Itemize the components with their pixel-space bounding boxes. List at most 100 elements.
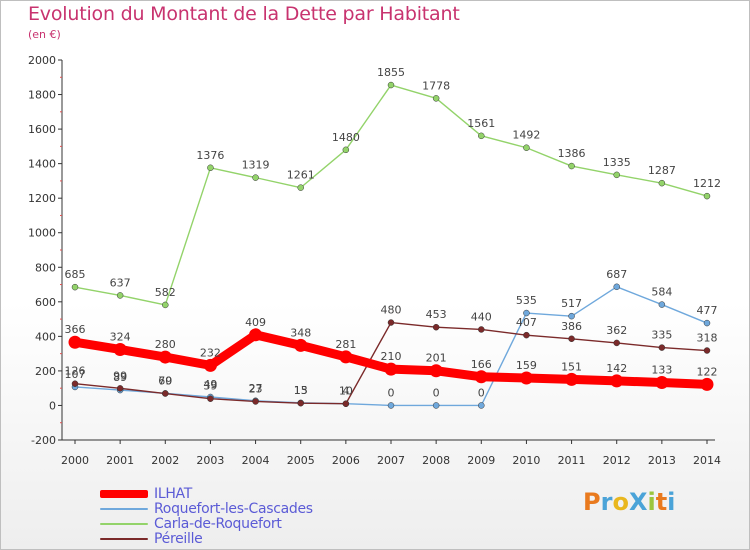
data-point-ilhat — [339, 350, 353, 364]
y-tick-label: -200 — [31, 434, 56, 447]
data-point-roquefort-les-cascades — [523, 309, 530, 317]
data-point-ilhat — [474, 370, 488, 384]
data-point-ilhat — [158, 350, 172, 364]
data-label-carla-de-roquefort: 1386 — [558, 147, 586, 160]
data-point-carla-de-roquefort — [387, 81, 395, 89]
data-point-roquefort-les-cascades — [703, 319, 711, 327]
data-point-roquefort-les-cascades — [387, 402, 395, 409]
data-point-roquefort-les-cascades — [478, 402, 485, 409]
data-labels: 685 637 582 1376 1319 1261 1480 1855 1778 1561 149… — [65, 66, 722, 399]
data-label-p-reille: 99 — [113, 369, 127, 382]
data-label-carla-de-roquefort: 1212 — [693, 177, 721, 190]
data-point-carla-de-roquefort — [432, 95, 440, 102]
data-label-p-reille: 335 — [651, 329, 672, 342]
logo-letter: i — [667, 488, 676, 516]
data-label-p-reille: 318 — [697, 332, 718, 345]
data-label-ilhat: 210 — [381, 350, 402, 363]
x-tick-label: 2009 — [467, 454, 495, 467]
logo-letter: o — [612, 488, 629, 516]
legend-swatch — [100, 508, 148, 510]
x-tick-label: 2007 — [377, 454, 405, 467]
x-tick-label: 2003 — [196, 454, 224, 467]
legend-label: ILHAT — [154, 486, 192, 502]
legend-swatch — [100, 538, 148, 540]
y-tick-label: 200 — [35, 365, 56, 378]
y-tick-label: 600 — [35, 296, 56, 309]
data-label-ilhat: 159 — [516, 359, 537, 372]
x-tick-label: 2012 — [603, 454, 631, 467]
data-label-p-reille: 453 — [426, 308, 447, 321]
data-label-roquefort-les-cascades: 0 — [388, 386, 395, 399]
data-label-carla-de-roquefort: 1319 — [242, 159, 270, 172]
y-tick-label: 2000 — [28, 54, 56, 67]
data-label-ilhat: 366 — [65, 323, 86, 336]
data-label-ilhat: 232 — [200, 346, 221, 359]
data-label-p-reille: 13 — [294, 384, 308, 397]
x-tick-label: 2002 — [151, 454, 179, 467]
data-point-carla-de-roquefort — [703, 192, 711, 200]
chart-title: Evolution du Montant de la Dette par Hab… — [28, 3, 460, 25]
data-point-carla-de-roquefort — [478, 132, 485, 140]
data-point-p-reille — [252, 398, 259, 405]
x-tick-label: 2000 — [61, 454, 89, 467]
data-label-roquefort-les-cascades: 70 — [158, 374, 172, 387]
data-label-ilhat: 409 — [245, 316, 266, 329]
data-label-roquefort-les-cascades: 477 — [697, 304, 718, 317]
data-point-ilhat — [294, 338, 308, 352]
data-point-ilhat — [700, 377, 714, 391]
data-label-ilhat: 280 — [155, 338, 176, 351]
y-tick-label: 1600 — [28, 123, 56, 136]
data-label-carla-de-roquefort: 1561 — [467, 117, 495, 130]
data-label-carla-de-roquefort: 1335 — [603, 156, 631, 169]
data-label-ilhat: 151 — [561, 360, 582, 373]
data-point-carla-de-roquefort — [207, 164, 214, 172]
legend-label: Roquefort-les-Cascades — [154, 501, 313, 517]
data-point-p-reille — [207, 395, 214, 402]
data-label-roquefort-les-cascades: 27 — [249, 382, 263, 395]
data-point-p-reille — [432, 323, 440, 331]
legend-label: Péreille — [154, 531, 203, 547]
data-point-ilhat — [429, 364, 443, 378]
data-label-carla-de-roquefort: 685 — [65, 268, 86, 281]
data-label-p-reille: 23 — [249, 382, 263, 395]
data-label-ilhat: 142 — [606, 362, 627, 375]
y-tick-label: 1000 — [28, 227, 56, 240]
data-point-carla-de-roquefort — [658, 179, 666, 187]
data-point-carla-de-roquefort — [613, 171, 620, 179]
data-point-p-reille — [613, 339, 620, 347]
data-label-roquefort-les-cascades: 10 — [339, 385, 353, 398]
logo-letter: r — [600, 488, 613, 516]
legend-label: Carla-de-Roquefort — [154, 516, 282, 532]
data-point-carla-de-roquefort — [116, 292, 124, 299]
data-label-roquefort-les-cascades: 0 — [478, 386, 485, 399]
data-label-p-reille: 39 — [203, 380, 217, 393]
legend-swatch — [100, 523, 148, 525]
x-tick-label: 2011 — [558, 454, 586, 467]
logo-letter: P — [583, 488, 601, 516]
data-label-ilhat: 281 — [335, 338, 356, 351]
y-tick-label: 1800 — [28, 89, 56, 102]
data-label-carla-de-roquefort: 1778 — [422, 79, 450, 92]
data-label-roquefort-les-cascades: 89 — [113, 371, 127, 384]
data-label-roquefort-les-cascades: 584 — [651, 286, 672, 299]
data-point-carla-de-roquefort — [252, 174, 259, 181]
data-label-p-reille: 4 — [342, 385, 349, 398]
data-label-p-reille: 480 — [381, 304, 402, 317]
data-label-carla-de-roquefort: 1492 — [512, 129, 540, 142]
x-tick-label: 2008 — [422, 454, 450, 467]
data-label-carla-de-roquefort: 637 — [110, 276, 131, 289]
data-point-ilhat — [519, 371, 533, 385]
y-tick-label: 400 — [35, 330, 56, 343]
data-point-p-reille — [116, 385, 124, 392]
data-label-p-reille: 440 — [471, 310, 492, 323]
y-tick-label: 0 — [49, 399, 56, 412]
data-label-ilhat: 166 — [471, 358, 492, 371]
data-point-carla-de-roquefort — [523, 144, 530, 151]
data-point-ilhat — [655, 375, 669, 389]
proxiti-logo: ProXiti — [583, 488, 675, 516]
y-tick-label: 800 — [35, 261, 56, 274]
data-label-roquefort-les-cascades: 517 — [561, 297, 582, 310]
data-point-ilhat — [384, 362, 398, 376]
data-point-p-reille — [703, 347, 711, 354]
